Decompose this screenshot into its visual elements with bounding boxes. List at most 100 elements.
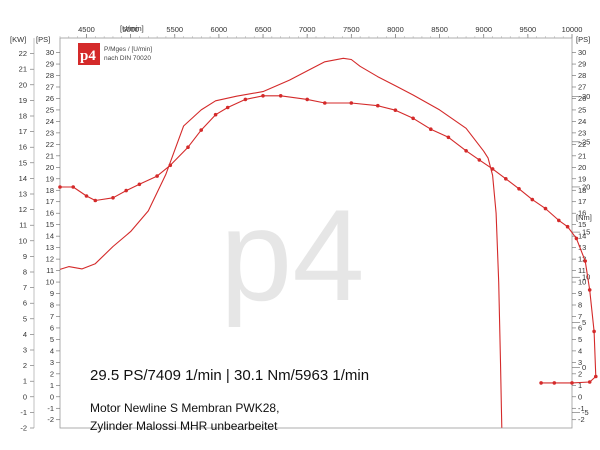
torque-point <box>305 97 310 102</box>
torque-point <box>124 188 128 193</box>
torque-point <box>199 128 203 132</box>
kw-tick-label: 20 <box>19 80 27 89</box>
ps-right-tick-label: 18 <box>578 186 586 195</box>
ps-left-tick-label: 4 <box>50 346 54 355</box>
engine-annotation: Motor Newline S Membran PWK28, <box>90 401 279 415</box>
ps-left-tick-label: 3 <box>50 358 54 367</box>
torque-point <box>583 259 587 263</box>
logo-formula: P/Mges / [U/min] <box>104 46 152 53</box>
ps-right-tick-label: 5 <box>578 335 582 344</box>
x-tick-label: 9000 <box>475 25 492 34</box>
torque-point <box>323 101 327 105</box>
x-tick-label: 9500 <box>520 25 537 34</box>
logo-box <box>78 43 100 65</box>
x-tick-label: 5500 <box>166 25 183 34</box>
ps-right-tick-label: 23 <box>578 128 586 137</box>
x-tick-label: 7000 <box>299 25 316 34</box>
torque-point <box>349 101 354 105</box>
torque-point <box>93 198 98 203</box>
torque-point <box>261 94 265 98</box>
kw-tick-label: 14 <box>19 174 27 183</box>
ps-left-tick-label: 21 <box>46 151 54 160</box>
logo-mark: p4 <box>80 48 96 64</box>
ps-left-tick-label: 10 <box>46 278 54 287</box>
torque-point <box>552 381 557 385</box>
torque-point <box>530 197 535 202</box>
ps-left-tick-label: 24 <box>46 117 54 126</box>
kw-tick-label: 3 <box>23 346 27 355</box>
kw-tick-label: 19 <box>19 96 27 105</box>
kw-tick-label: -2 <box>20 424 27 433</box>
x-tick-label: 6000 <box>211 25 228 34</box>
kw-tick-label: 1 <box>23 377 27 386</box>
ps-right-tick-label: 3 <box>578 358 582 367</box>
ps-left-tick-label: 27 <box>46 82 54 91</box>
ps-left-tick-label: 26 <box>46 94 54 103</box>
ps-left-tick-label: 14 <box>46 232 54 241</box>
ps-left-tick-label: 9 <box>50 289 54 298</box>
torque-point <box>539 381 543 385</box>
torque-point <box>225 105 230 110</box>
torque-point <box>446 135 451 140</box>
nm-tick-label: 0 <box>582 363 586 372</box>
kw-tick-label: 8 <box>23 268 27 277</box>
kw-tick-label: 7 <box>23 283 27 292</box>
kw-tick-label: 12 <box>19 205 27 214</box>
ps-left-tick-label: 5 <box>50 335 54 344</box>
ps-left-tick-label: 19 <box>46 174 54 183</box>
torque-point <box>477 158 482 162</box>
ps-left-axis: -2-1012345678910111213141516171819202122… <box>46 48 60 424</box>
ps-right-tick-label: 16 <box>578 209 586 218</box>
ps-left-tick-label: 18 <box>46 186 54 195</box>
ps-right-tick-label: 17 <box>578 197 586 206</box>
ps-left-tick-label: 12 <box>46 255 54 264</box>
torque-point <box>278 94 283 98</box>
ps-right-tick-label: 10 <box>578 278 586 287</box>
nm-tick-label: 15 <box>582 228 590 237</box>
ps-right-tick-label: 11 <box>578 266 586 275</box>
ps-right-tick-label: 14 <box>578 232 586 241</box>
ps-right-tick-label: 6 <box>578 323 582 332</box>
torque-point <box>543 206 548 211</box>
kw-tick-label: 5 <box>23 314 27 323</box>
x-unit-label: [U/min] <box>120 24 144 33</box>
watermark: p4 <box>220 182 365 328</box>
ps-right-tick-label: 4 <box>578 346 582 355</box>
ps-left-tick-label: 28 <box>46 71 54 80</box>
ps-left-tick-label: 17 <box>46 197 54 206</box>
torque-point <box>213 112 218 117</box>
ps-right-axis: -2-1012345678910111213141516171819202122… <box>572 48 586 424</box>
kw-tick-label: 9 <box>23 252 27 261</box>
torque-point <box>155 174 159 178</box>
ps-right-tick-label: 21 <box>578 151 586 160</box>
kw-unit-label: [KW] <box>10 35 26 44</box>
ps-right-tick-label: -1 <box>578 404 585 413</box>
ps-right-tick-label: 1 <box>578 381 582 390</box>
torque-point <box>429 127 433 131</box>
logo-norm: nach DIN 70020 <box>104 55 151 62</box>
ps-right-tick-label: 8 <box>578 300 582 309</box>
nm-tick-label: 5 <box>582 318 586 327</box>
ps-left-tick-label: 22 <box>46 140 54 149</box>
ps-right-tick-label: 25 <box>578 105 586 114</box>
torque-point <box>490 167 495 171</box>
torque-point <box>411 116 415 121</box>
ps-right-tick-label: 22 <box>578 140 586 149</box>
nm-unit-label: [Nm] <box>576 213 592 222</box>
ps-left-tick-label: 16 <box>46 209 54 218</box>
ps-left-tick-label: 0 <box>50 392 54 401</box>
power-curve <box>59 57 503 428</box>
ps-left-tick-label: 8 <box>50 300 54 309</box>
torque-point <box>464 149 468 153</box>
kw-tick-label: 16 <box>19 143 27 152</box>
peak-annotation: 29.5 PS/7409 1/min | 30.1 Nm/5963 1/min <box>90 367 369 384</box>
kw-tick-label: 22 <box>19 49 27 58</box>
ps-right-tick-label: 13 <box>578 243 586 252</box>
ps-left-tick-label: 13 <box>46 243 54 252</box>
kw-tick-label: 6 <box>23 299 27 308</box>
ps-right-tick-label: 19 <box>578 174 586 183</box>
torque-point <box>517 187 521 191</box>
